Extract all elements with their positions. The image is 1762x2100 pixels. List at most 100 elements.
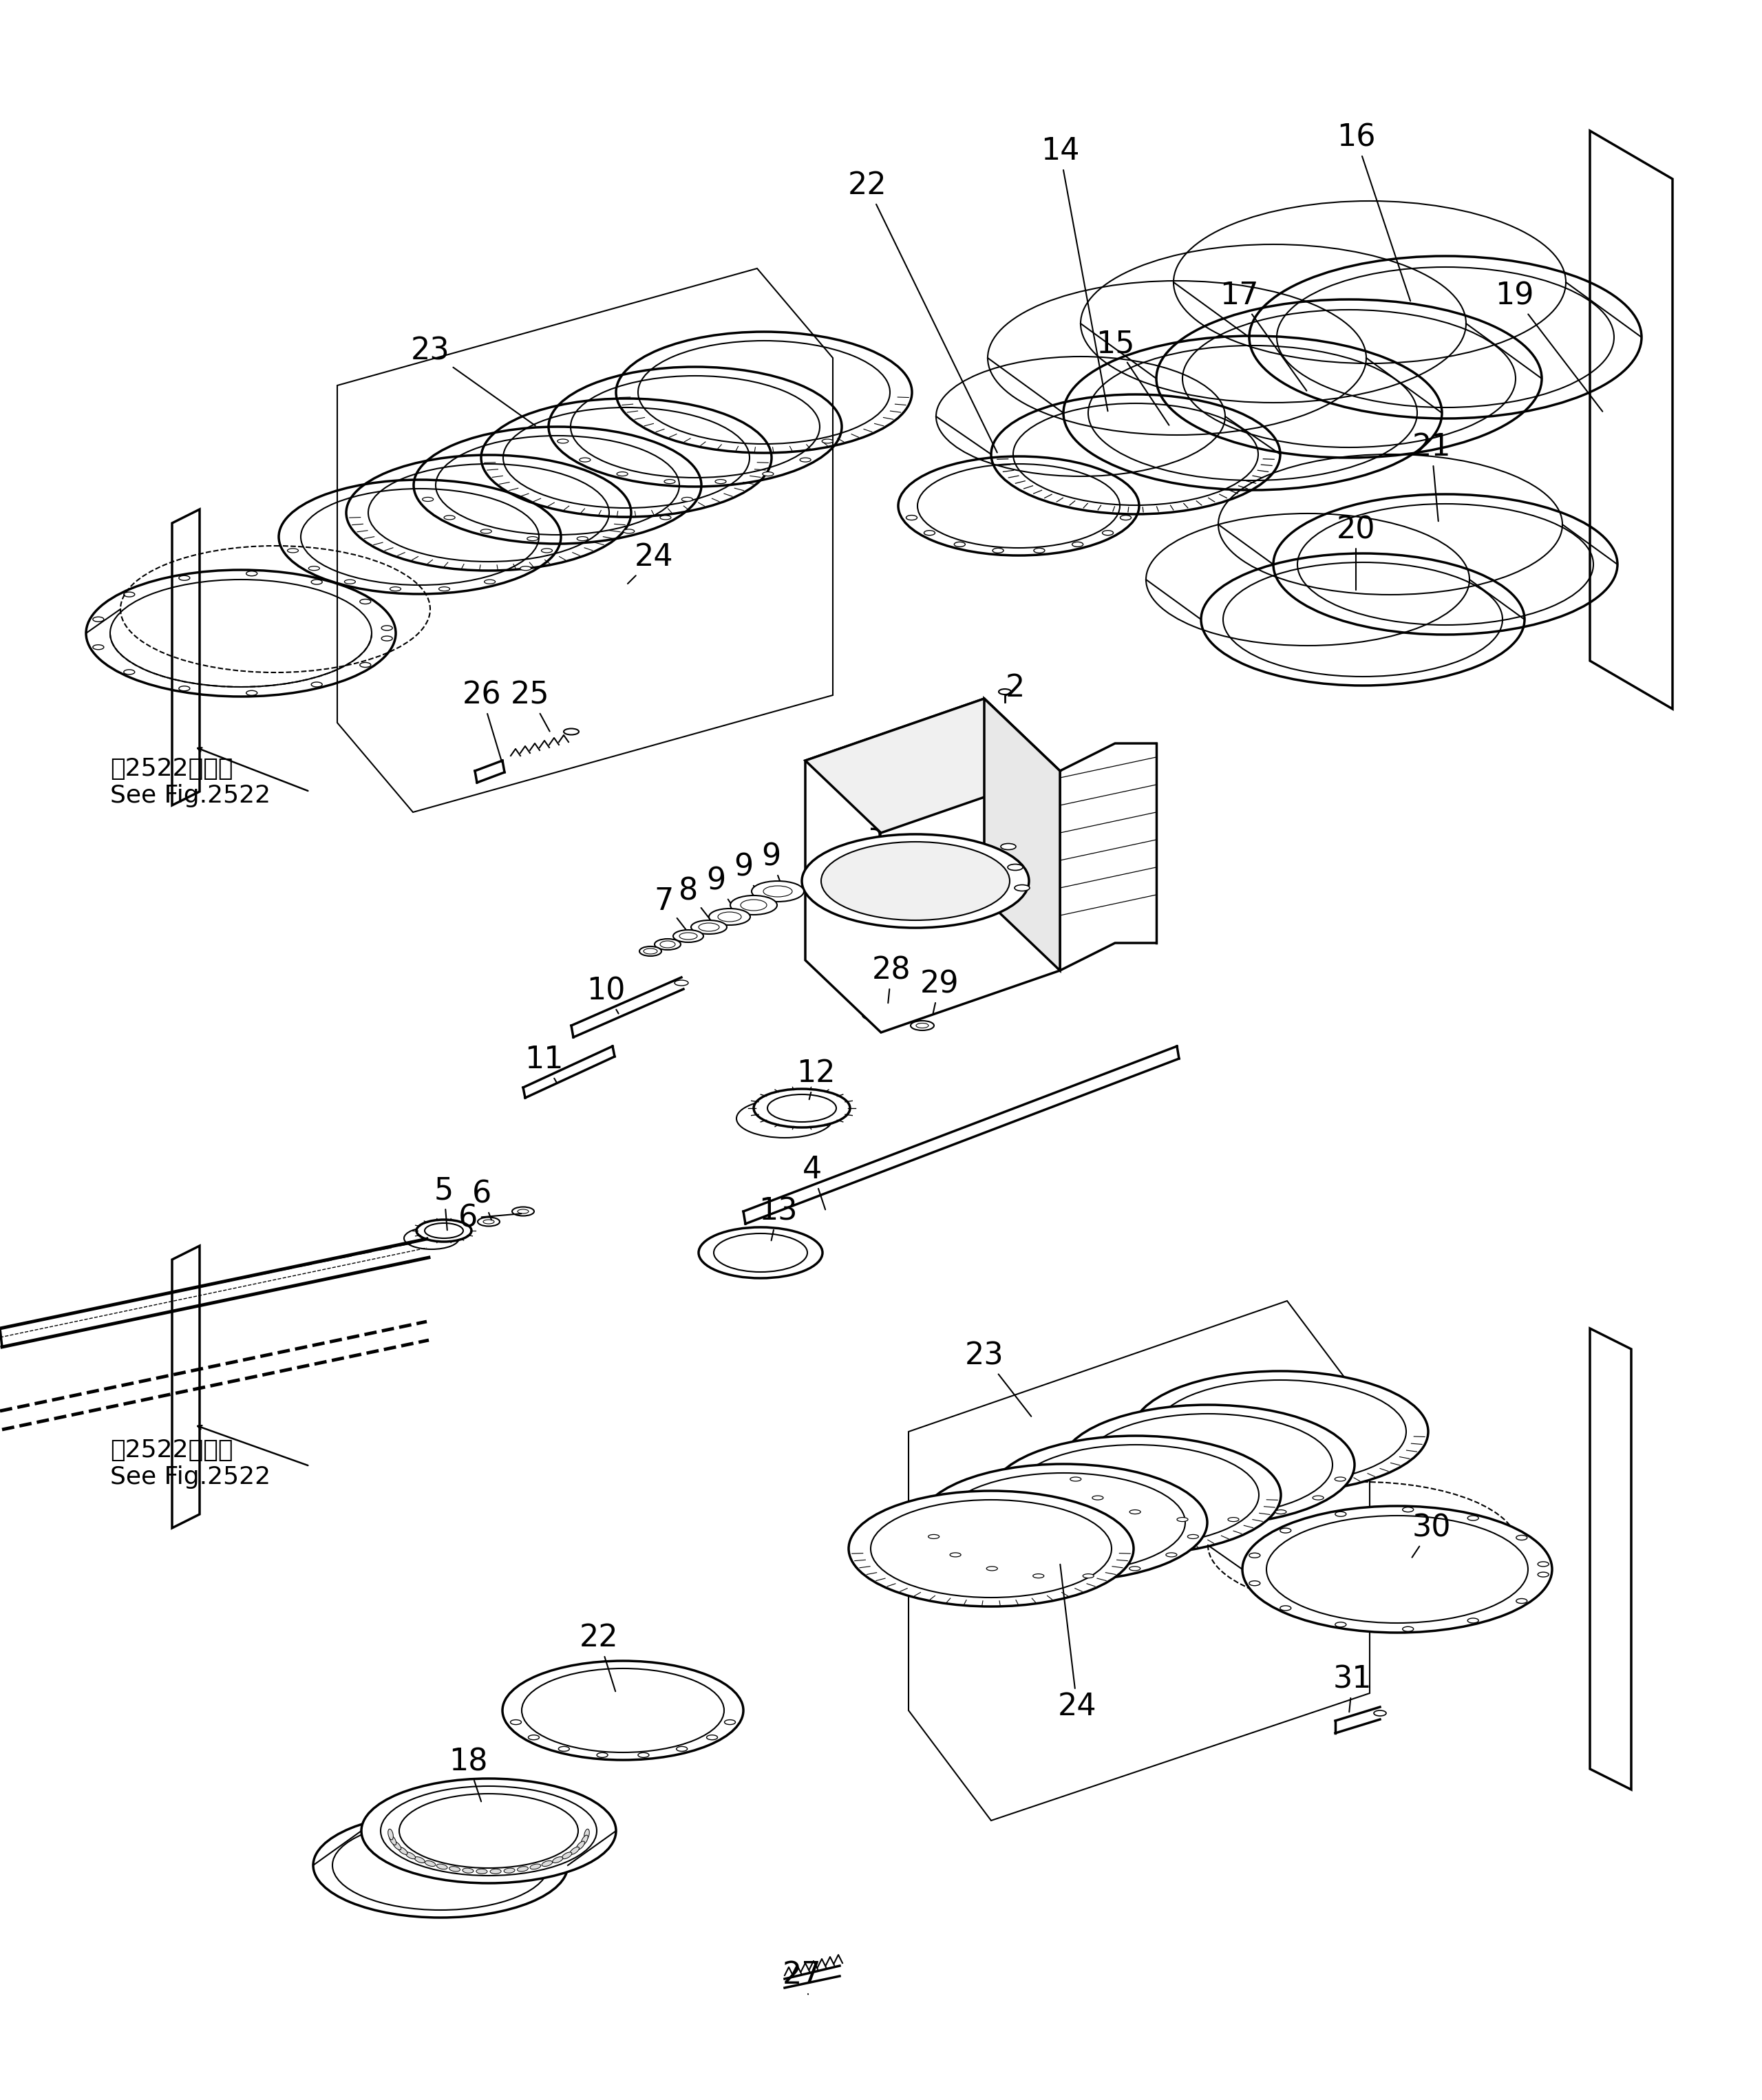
Text: 23: 23: [966, 1342, 1031, 1415]
Text: 3: 3: [865, 819, 893, 876]
Ellipse shape: [638, 1754, 648, 1758]
Text: 8: 8: [678, 876, 712, 920]
Ellipse shape: [707, 1735, 717, 1739]
Ellipse shape: [481, 529, 492, 533]
Text: 14: 14: [1041, 136, 1108, 412]
Ellipse shape: [444, 514, 455, 519]
Text: 25: 25: [511, 680, 550, 731]
Ellipse shape: [729, 895, 777, 916]
Ellipse shape: [800, 458, 811, 462]
Ellipse shape: [462, 1869, 474, 1873]
Ellipse shape: [640, 947, 661, 956]
Ellipse shape: [287, 548, 298, 552]
Ellipse shape: [1313, 1495, 1323, 1499]
Ellipse shape: [821, 439, 833, 443]
Text: 1: 1: [913, 733, 932, 794]
Text: 20: 20: [1336, 514, 1376, 590]
Text: 17: 17: [1219, 281, 1307, 391]
Ellipse shape: [849, 1491, 1133, 1607]
Ellipse shape: [511, 1720, 522, 1724]
Text: 13: 13: [758, 1197, 796, 1241]
Ellipse shape: [624, 529, 634, 533]
Ellipse shape: [564, 729, 580, 735]
Text: 7: 7: [654, 886, 687, 930]
Polygon shape: [805, 699, 1061, 834]
Text: 第2522図参照
See Fig.2522: 第2522図参照 See Fig.2522: [109, 758, 271, 809]
Ellipse shape: [675, 981, 689, 985]
Ellipse shape: [1061, 1405, 1355, 1525]
Ellipse shape: [990, 1436, 1281, 1554]
Text: 18: 18: [449, 1747, 488, 1802]
Ellipse shape: [802, 834, 1029, 928]
Ellipse shape: [423, 498, 433, 502]
Ellipse shape: [485, 580, 495, 584]
Ellipse shape: [529, 1735, 539, 1739]
Ellipse shape: [1336, 1476, 1346, 1480]
Ellipse shape: [677, 1747, 687, 1751]
Ellipse shape: [398, 1846, 407, 1854]
Ellipse shape: [437, 1865, 448, 1869]
Ellipse shape: [821, 842, 1010, 920]
Ellipse shape: [664, 479, 675, 483]
Ellipse shape: [752, 882, 803, 901]
Ellipse shape: [1228, 1518, 1239, 1522]
Ellipse shape: [414, 1856, 425, 1863]
Ellipse shape: [449, 1867, 460, 1871]
Ellipse shape: [691, 920, 728, 934]
Ellipse shape: [617, 472, 627, 477]
Ellipse shape: [715, 479, 726, 483]
Ellipse shape: [1121, 514, 1131, 521]
Ellipse shape: [1071, 542, 1084, 546]
Ellipse shape: [920, 1464, 1207, 1581]
Ellipse shape: [1103, 531, 1114, 536]
Ellipse shape: [504, 1869, 515, 1873]
Ellipse shape: [518, 1867, 529, 1871]
Ellipse shape: [389, 586, 402, 590]
Ellipse shape: [388, 1829, 393, 1840]
Text: 26: 26: [462, 680, 502, 762]
Ellipse shape: [1033, 1573, 1043, 1577]
Text: 29: 29: [920, 970, 959, 1014]
Ellipse shape: [403, 1226, 460, 1249]
Ellipse shape: [1188, 1535, 1198, 1539]
Ellipse shape: [553, 1856, 562, 1863]
Text: 23: 23: [411, 336, 536, 426]
Ellipse shape: [425, 1861, 435, 1867]
Text: 21: 21: [1411, 433, 1452, 521]
Text: 9: 9: [761, 842, 781, 882]
Ellipse shape: [987, 1567, 997, 1571]
Text: 2: 2: [1006, 674, 1025, 704]
Ellipse shape: [763, 472, 774, 477]
Text: 27: 27: [782, 1961, 821, 1995]
Ellipse shape: [1374, 1709, 1387, 1716]
Ellipse shape: [580, 458, 590, 462]
Ellipse shape: [513, 1208, 534, 1216]
Text: 6: 6: [458, 1203, 522, 1233]
Ellipse shape: [530, 1865, 541, 1869]
Ellipse shape: [314, 1812, 567, 1917]
Text: 22: 22: [580, 1623, 618, 1691]
Ellipse shape: [1034, 548, 1045, 552]
Ellipse shape: [541, 548, 552, 552]
Ellipse shape: [389, 1835, 396, 1846]
Ellipse shape: [478, 1218, 500, 1226]
Ellipse shape: [1276, 1510, 1286, 1514]
Ellipse shape: [581, 1835, 589, 1846]
Text: 24: 24: [627, 542, 673, 584]
Text: 16: 16: [1336, 124, 1410, 300]
Text: 24: 24: [1057, 1564, 1096, 1722]
Ellipse shape: [393, 1842, 402, 1850]
Text: 12: 12: [796, 1058, 835, 1100]
Ellipse shape: [708, 909, 751, 926]
Ellipse shape: [999, 689, 1011, 695]
Text: 19: 19: [1494, 281, 1602, 412]
Text: 10: 10: [587, 977, 626, 1014]
Ellipse shape: [527, 538, 537, 540]
Ellipse shape: [1177, 1518, 1188, 1522]
Ellipse shape: [576, 538, 589, 540]
Ellipse shape: [682, 498, 692, 502]
Ellipse shape: [439, 586, 449, 590]
Ellipse shape: [923, 531, 936, 536]
Ellipse shape: [502, 1661, 744, 1760]
Text: 28: 28: [872, 956, 911, 1004]
